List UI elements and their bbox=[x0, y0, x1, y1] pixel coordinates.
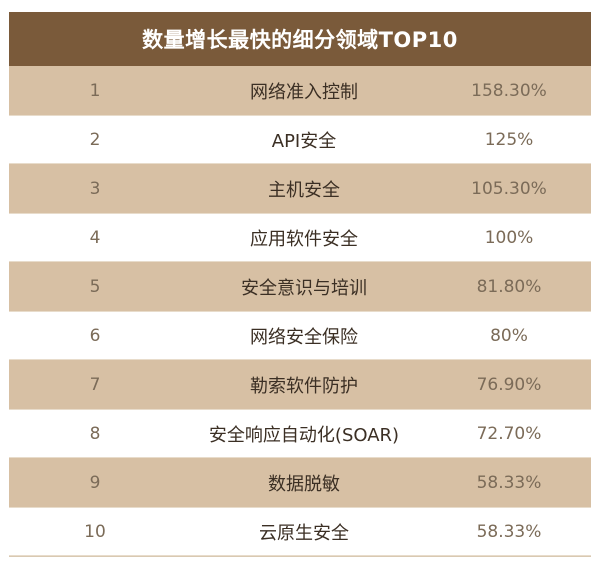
table-row: 3 主机安全 105.30% bbox=[9, 164, 591, 213]
segment-name-cell: 云原生安全 bbox=[259, 522, 349, 544]
growth-percent-cell: 58.33% bbox=[476, 521, 542, 542]
segment-name-cell: 网络准入控制 bbox=[250, 81, 358, 103]
growth-percent-cell: 58.33% bbox=[476, 472, 542, 493]
rank-cell: 8 bbox=[89, 423, 101, 444]
growth-percent-cell: 72.70% bbox=[476, 423, 542, 444]
rank-cell: 5 bbox=[89, 276, 101, 297]
table-row: 8 安全响应自动化(SOAR) 72.70% bbox=[9, 409, 591, 458]
growth-percent-cell: 158.30% bbox=[471, 80, 547, 101]
segment-name-cell: 安全意识与培训 bbox=[241, 277, 367, 299]
rank-cell: 3 bbox=[89, 178, 101, 199]
growth-percent-cell: 125% bbox=[484, 129, 534, 150]
table-title: 数量增长最快的细分领域TOP10 bbox=[9, 12, 591, 66]
growth-percent-cell: 76.90% bbox=[476, 374, 542, 395]
table-row: 4 应用软件安全 100% bbox=[9, 213, 591, 262]
table-row: 7 勒索软件防护 76.90% bbox=[9, 360, 591, 409]
table-row: 9 数据脱敏 58.33% bbox=[9, 458, 591, 507]
rank-cell: 7 bbox=[89, 374, 101, 395]
growth-percent-cell: 81.80% bbox=[476, 276, 542, 297]
rank-cell: 1 bbox=[89, 80, 101, 101]
rank-cell: 2 bbox=[89, 129, 101, 150]
table-row: 2 API安全 125% bbox=[9, 115, 591, 164]
segment-name-cell: 数据脱敏 bbox=[268, 473, 340, 495]
segment-name-cell: 勒索软件防护 bbox=[250, 375, 358, 397]
growth-percent-cell: 100% bbox=[484, 227, 534, 248]
segment-name-cell: 网络安全保险 bbox=[250, 326, 358, 348]
growth-percent-cell: 105.30% bbox=[471, 178, 547, 199]
top10-table: 数量增长最快的细分领域TOP10 1 网络准入控制 158.30% 2 API安… bbox=[9, 12, 591, 557]
growth-percent-cell: 80% bbox=[490, 325, 528, 346]
table-row: 1 网络准入控制 158.30% bbox=[9, 66, 591, 115]
segment-name-cell: 主机安全 bbox=[268, 179, 340, 201]
table-row: 10 云原生安全 58.33% bbox=[9, 507, 591, 556]
segment-name-cell: API安全 bbox=[271, 130, 337, 152]
segment-name-cell: 安全响应自动化(SOAR) bbox=[208, 424, 400, 446]
rank-cell: 10 bbox=[84, 521, 106, 542]
rank-cell: 9 bbox=[89, 472, 101, 493]
table-row: 5 安全意识与培训 81.80% bbox=[9, 262, 591, 311]
rank-cell: 4 bbox=[89, 227, 101, 248]
segment-name-cell: 应用软件安全 bbox=[250, 228, 358, 250]
table-row: 6 网络安全保险 80% bbox=[9, 311, 591, 360]
rank-cell: 6 bbox=[89, 325, 101, 346]
